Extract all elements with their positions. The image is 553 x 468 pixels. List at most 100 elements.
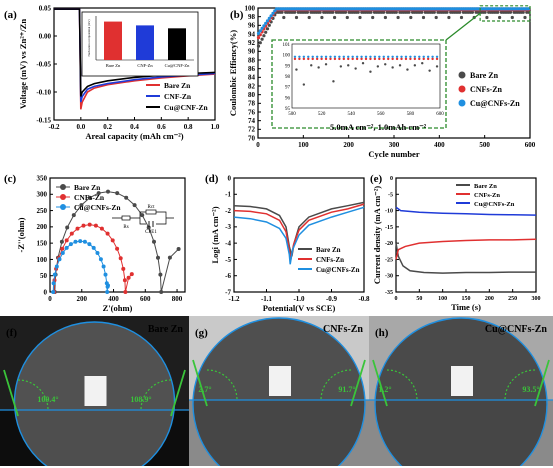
tangent-left bbox=[372, 359, 388, 407]
nyquist-point bbox=[123, 290, 128, 294]
nyquist-point bbox=[71, 213, 76, 218]
nyquist-point bbox=[87, 242, 92, 247]
inset-point-bare bbox=[391, 66, 394, 69]
inset-point-cu bbox=[338, 55, 341, 58]
ce-point bbox=[445, 10, 449, 14]
y-axis-label: Current density (mA cm⁻²) bbox=[372, 186, 382, 284]
y-tick-label: 0.00 bbox=[39, 32, 52, 40]
ce-point bbox=[459, 15, 464, 20]
inset-point-bare bbox=[376, 65, 380, 68]
tafel-line bbox=[233, 206, 365, 265]
inset-x-tick-label: 600 bbox=[436, 112, 444, 117]
equivalent-circuit: Rs Rct CPE1 bbox=[112, 205, 174, 235]
nyquist-point bbox=[159, 290, 164, 294]
inset-category-label: Bare Zn bbox=[106, 63, 121, 68]
angle-arc-left bbox=[17, 379, 49, 411]
legend-marker bbox=[60, 204, 66, 210]
y-tick-label: -2 bbox=[225, 207, 231, 215]
nyquist-point bbox=[106, 189, 110, 194]
ce-point bbox=[256, 36, 261, 40]
y-axis-label: -Z''(ohm) bbox=[16, 217, 26, 252]
nyquist-point bbox=[64, 245, 69, 250]
tangent-right bbox=[534, 359, 550, 407]
inset-axes bbox=[291, 43, 441, 109]
tangent-right bbox=[170, 369, 186, 417]
inset-point-cnfs bbox=[342, 57, 345, 61]
legend-marker bbox=[458, 99, 466, 107]
x-tick-label: 0 bbox=[48, 295, 52, 303]
inset-y-tick-label: 95 bbox=[285, 107, 291, 112]
zoom-inset-frame bbox=[271, 39, 447, 129]
inset-point-cnfs bbox=[382, 57, 385, 61]
x-tick-label: 0 bbox=[256, 141, 260, 149]
inset-point-cnfs bbox=[307, 57, 310, 61]
nyquist-point bbox=[105, 290, 110, 294]
inset-point-bare bbox=[302, 83, 306, 86]
nyquist-point bbox=[122, 278, 127, 283]
ce-point bbox=[369, 10, 373, 14]
y-tick-label: -0.15 bbox=[36, 116, 51, 124]
x-tick-label: -1.1 bbox=[261, 295, 273, 303]
droplet-reflection bbox=[269, 366, 291, 396]
y-tick-label: 200 bbox=[37, 223, 48, 231]
y-tick-label: -20 bbox=[385, 241, 393, 247]
x-tick-label: 50 bbox=[416, 296, 422, 302]
x-tick-label: 600 bbox=[525, 141, 536, 149]
inset-point-cnfs bbox=[338, 57, 341, 61]
panel-label: (a) bbox=[4, 9, 17, 21]
inset-y-tick-label: 101 bbox=[283, 43, 291, 48]
inset-point-cu bbox=[302, 55, 306, 58]
inset-point-bare bbox=[347, 64, 350, 67]
y-tick-label: -7 bbox=[225, 288, 231, 296]
x-tick-label: 0.4 bbox=[130, 123, 139, 131]
legend-label: CNFs-Zn bbox=[74, 193, 105, 202]
y-tick-label: -0.05 bbox=[36, 60, 51, 68]
nyquist-point bbox=[98, 257, 103, 262]
nyquist-point bbox=[60, 246, 65, 251]
y-tick-label: -25 bbox=[385, 257, 393, 263]
nyquist-point bbox=[156, 255, 160, 260]
nyquist-point bbox=[91, 245, 96, 250]
y-tick-label: 80 bbox=[248, 91, 256, 99]
nyquist-point bbox=[105, 231, 110, 236]
inset-point-bare bbox=[361, 62, 365, 65]
ce-point bbox=[333, 15, 337, 20]
inset-point-bare bbox=[310, 64, 313, 67]
inset-point-cu bbox=[426, 55, 430, 58]
inset-point-cu bbox=[347, 55, 350, 58]
ce-point bbox=[294, 15, 299, 20]
photo-sample-label: Cu@CNFs-Zn bbox=[485, 324, 548, 335]
y-tick-label: 96 bbox=[248, 22, 256, 30]
x-tick-label: 600 bbox=[140, 295, 151, 303]
y-tick-label: 98 bbox=[248, 13, 256, 21]
x-tick-label: 300 bbox=[532, 296, 541, 302]
ce-point bbox=[318, 10, 322, 14]
ce-point bbox=[267, 16, 271, 20]
inset-point-cu bbox=[418, 55, 421, 58]
legend-marker bbox=[60, 184, 66, 190]
fit-circle bbox=[192, 317, 366, 466]
y-tick-label: 76 bbox=[248, 108, 256, 116]
inset-point-cnfs bbox=[418, 57, 421, 61]
legend-label: Cu@CNFs-Zn bbox=[470, 99, 520, 108]
ce-point bbox=[356, 10, 360, 14]
contact-angle-left: 109.4° bbox=[37, 395, 58, 404]
legend-label: CNFs-Zn bbox=[316, 256, 344, 264]
y-axis-label: Voltage (mV) vs Zn²⁺/Zn bbox=[18, 19, 28, 109]
nyquist-point bbox=[95, 251, 100, 255]
y-tick-label: -4 bbox=[225, 239, 231, 247]
nyquist-point bbox=[54, 264, 59, 269]
inset-point-cnfs bbox=[413, 57, 417, 61]
legend-marker bbox=[458, 71, 466, 79]
contact-angle-right: 93.5° bbox=[522, 385, 539, 394]
inset-point-cu bbox=[320, 55, 323, 58]
inset-point-cnfs bbox=[351, 57, 354, 61]
inset-point-bare bbox=[339, 65, 343, 68]
ce-point bbox=[293, 10, 297, 14]
inset-point-cnfs bbox=[293, 57, 297, 61]
inset-bar bbox=[136, 25, 154, 61]
ce-point bbox=[508, 10, 513, 14]
y-tick-label: -30 bbox=[385, 274, 393, 280]
ce-point bbox=[371, 15, 375, 20]
inset-bar bbox=[168, 28, 186, 60]
